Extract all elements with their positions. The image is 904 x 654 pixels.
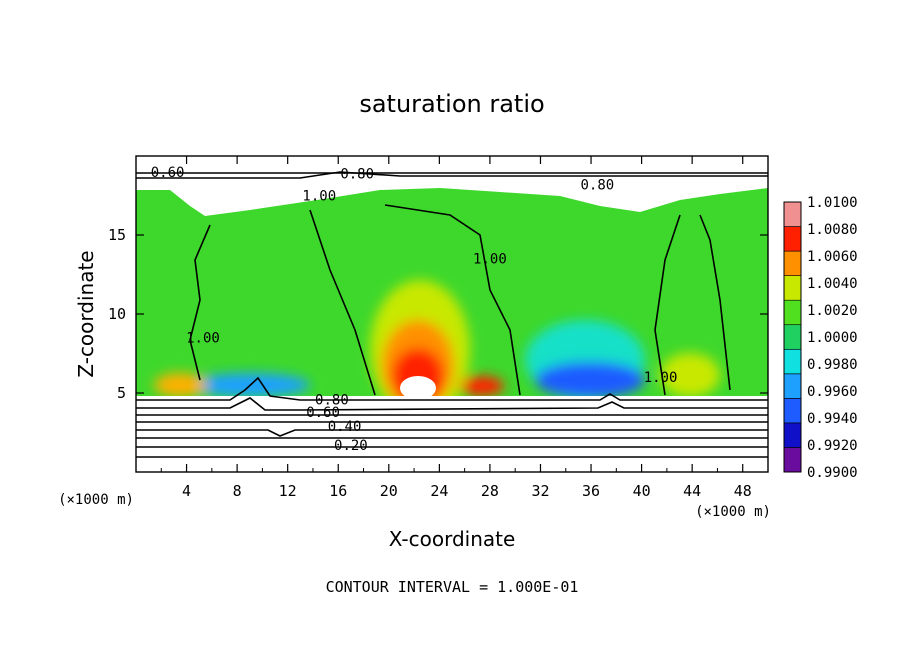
colorbar-swatch xyxy=(783,275,802,301)
heatmap-field xyxy=(136,156,768,472)
colorbar-label: 0.9980 xyxy=(807,357,858,373)
colorbar-label: 0.9940 xyxy=(807,411,858,427)
chart-title: saturation ratio xyxy=(359,90,544,118)
x-unit-label-right: (×1000 m) xyxy=(695,504,771,520)
contour-label: 0.80 xyxy=(581,177,615,193)
contour-label: 0.60 xyxy=(151,165,185,181)
x-axis-label: X-coordinate xyxy=(389,527,516,551)
contour-label: 1.00 xyxy=(644,370,678,386)
x-tick-label: 28 xyxy=(481,482,499,500)
field-orange-left xyxy=(154,373,206,397)
x-tick-label: 16 xyxy=(329,482,347,500)
colorbar-swatch xyxy=(783,373,802,399)
colorbar-label: 0.9960 xyxy=(807,384,858,400)
colorbar-swatch xyxy=(783,422,802,448)
contour-lines xyxy=(136,171,768,458)
colorbar-swatch xyxy=(783,299,802,326)
contour-label: 1.00 xyxy=(302,189,336,205)
x-tick-label: 24 xyxy=(430,482,448,500)
y-tick-label: 15 xyxy=(108,226,126,244)
contour-label: 0.80 xyxy=(340,166,374,182)
colorbar-label: 0.9900 xyxy=(807,465,858,481)
colorbar-label: 1.0080 xyxy=(807,222,858,238)
x-tick-label: 44 xyxy=(683,482,701,500)
colorbar-swatch xyxy=(783,226,802,252)
field-red-small xyxy=(460,376,504,396)
x-axis-ticks: 4 8 12 16 20 24 28 32 36 40 44 48 xyxy=(160,156,752,500)
colorbar: 1.0100 1.0080 1.0060 1.0040 1.0020 1.0000 0.99… xyxy=(783,195,858,481)
contour-label: 0.40 xyxy=(328,419,362,435)
contour-label: 0.80 xyxy=(315,392,349,408)
contour-label: 0.20 xyxy=(334,438,368,454)
y-tick-label: 5 xyxy=(117,384,126,402)
x-tick-label: 36 xyxy=(582,482,600,500)
colorbar-swatch xyxy=(783,398,802,424)
colorbar-swatch xyxy=(783,324,802,350)
x-tick-label: 48 xyxy=(734,482,752,500)
colorbar-label: 1.0020 xyxy=(807,303,858,319)
contour-label: 0.60 xyxy=(306,405,340,421)
y-axis-label: Z-coordinate xyxy=(74,250,98,377)
colorbar-swatch xyxy=(783,447,802,473)
y-axis-ticks: 5 10 15 xyxy=(108,226,768,402)
field-yellow-right xyxy=(660,353,720,397)
y-tick-label: 10 xyxy=(108,305,126,323)
contour-label-group: 0.60 0.800.801.001.001.001.000.800.600.40… xyxy=(151,165,678,454)
x-tick-label: 12 xyxy=(279,482,297,500)
colorbar-swatch xyxy=(783,201,802,227)
colorbar-label: 1.0060 xyxy=(807,249,858,265)
x-tick-label: 8 xyxy=(233,482,242,500)
colorbar-label: 1.0040 xyxy=(807,276,858,292)
x-tick-label: 32 xyxy=(531,482,549,500)
colorbar-swatch xyxy=(783,348,802,375)
contour-label: 1.00 xyxy=(473,252,507,268)
x-tick-label: 40 xyxy=(633,482,651,500)
colorbar-label: 0.9920 xyxy=(807,438,858,454)
colorbar-label: 1.0100 xyxy=(807,195,858,211)
contour-interval-footer: CONTOUR INTERVAL = 1.000E-01 xyxy=(326,578,579,596)
field-blue-patch xyxy=(535,362,645,398)
field-white-band xyxy=(136,156,768,216)
colorbar-swatch xyxy=(783,250,802,276)
contour-label: 1.00 xyxy=(186,331,220,347)
x-unit-label-left: (×1000 m) xyxy=(58,492,134,508)
x-tick-label: 4 xyxy=(182,482,191,500)
colorbar-label: 1.0000 xyxy=(807,330,858,346)
field-white-core xyxy=(400,376,436,400)
x-tick-label: 20 xyxy=(380,482,398,500)
colorbar-frame xyxy=(783,201,802,473)
